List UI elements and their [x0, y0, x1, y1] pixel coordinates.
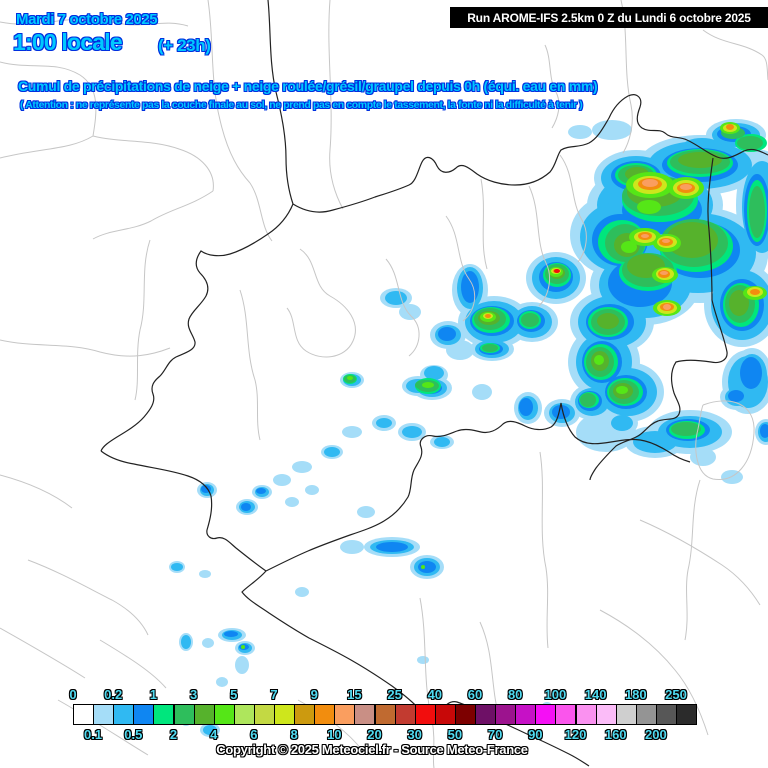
precip-level-30: [554, 269, 560, 273]
legend-tick-label: 100: [544, 687, 567, 702]
map-warning-note: ( Attention : ne représente pas la couch…: [20, 99, 583, 111]
copyright-label: Copyright © 2025 Meteociel.fr - Source M…: [216, 742, 528, 757]
legend-cell: [535, 704, 557, 725]
legend-cell: [354, 704, 376, 725]
legend-tick-label: 180: [624, 687, 647, 702]
legend-cell: [575, 704, 597, 725]
legend-cell: [555, 704, 577, 725]
legend-tick-label: 1: [149, 687, 158, 702]
precipitation-legend: 0 0.1 0.2 0.5 1 2 3 4 5 6 7 8 9 10 15 20 25 30 40 50 60 70 80 9…: [69, 687, 698, 742]
legend-cell: [213, 704, 235, 725]
legend-cell: [655, 704, 677, 725]
legend-cell: [314, 704, 336, 725]
legend-tick-label: 7: [270, 687, 278, 702]
legend-cell: [73, 704, 95, 725]
precipitation-overlay: [169, 119, 768, 737]
run-info-label: Run AROME-IFS 2.5km 0 Z du Lundi 6 octob…: [467, 10, 751, 25]
legend-tick-label: 0.2: [104, 687, 123, 702]
legend-cell: [454, 704, 476, 725]
legend-tick-label: 160: [604, 727, 627, 742]
legend-tick-label: 60: [467, 687, 483, 702]
forecast-offset-label: (+ 23h): [158, 36, 211, 55]
legend-cell: [334, 704, 356, 725]
legend-tick-label: 0.5: [124, 727, 143, 742]
legend-cell: [193, 704, 215, 725]
legend-cell: [153, 704, 175, 725]
time-label: 1:00 locale: [13, 29, 123, 55]
legend-tick-label: 10: [327, 727, 342, 742]
legend-tick-label: 3: [189, 687, 198, 702]
legend-cell: [253, 704, 275, 725]
legend-tick-label: 2: [169, 727, 178, 742]
legend-tick-label: 6: [250, 727, 258, 742]
legend-cell: [294, 704, 316, 725]
legend-cell: [113, 704, 135, 725]
legend-cell: [475, 704, 497, 725]
legend-tick-label: 120: [564, 727, 587, 742]
legend-tick-label: 20: [367, 727, 382, 742]
legend-tick-label: 140: [584, 687, 607, 702]
legend-tick-label: 70: [487, 727, 503, 742]
legend-tick-label: 8: [290, 727, 298, 742]
legend-cell: [434, 704, 456, 725]
legend-tick-label: 90: [528, 727, 543, 742]
map-title: Cumul de précipitations de neige + neige…: [18, 78, 598, 94]
legend-tick-label: 15: [347, 687, 362, 702]
precip-level-10: [641, 179, 692, 310]
legend-tick-label: 80: [507, 687, 523, 702]
legend-cell: [615, 704, 637, 725]
legend-cell: [394, 704, 416, 725]
legend-tick-label: 30: [407, 727, 422, 742]
legend-tick-label: 5: [230, 687, 238, 702]
legend-cell: [374, 704, 396, 725]
legend-cell: [515, 704, 537, 725]
legend-cell: [676, 704, 698, 725]
date-label: Mardi 7 octobre 2025: [16, 11, 158, 28]
legend-cell: [93, 704, 115, 725]
legend-tick-label: 40: [427, 687, 443, 702]
legend-cell: [635, 704, 657, 725]
legend-cell: [173, 704, 195, 725]
legend-tick-label: 0: [69, 687, 77, 702]
legend-cell: [495, 704, 517, 725]
legend-tick-label: 250: [665, 687, 687, 702]
legend-cell: [414, 704, 436, 725]
legend-tick-label: 4: [210, 727, 218, 742]
country-borders: [100, 0, 768, 767]
legend-cell: [595, 704, 617, 725]
legend-cell: [274, 704, 296, 725]
legend-tick-label: 9: [310, 687, 318, 702]
legend-tick-label: 0.1: [84, 727, 103, 742]
legend-tick-label: 200: [645, 727, 667, 742]
run-info-box: Run AROME-IFS 2.5km 0 Z du Lundi 6 octob…: [450, 7, 768, 28]
legend-cell: [233, 704, 255, 725]
legend-tick-label: 25: [387, 687, 402, 702]
precip-level-3: [478, 152, 749, 399]
legend-tick-label: 50: [447, 727, 463, 742]
legend-cell: [133, 704, 155, 725]
